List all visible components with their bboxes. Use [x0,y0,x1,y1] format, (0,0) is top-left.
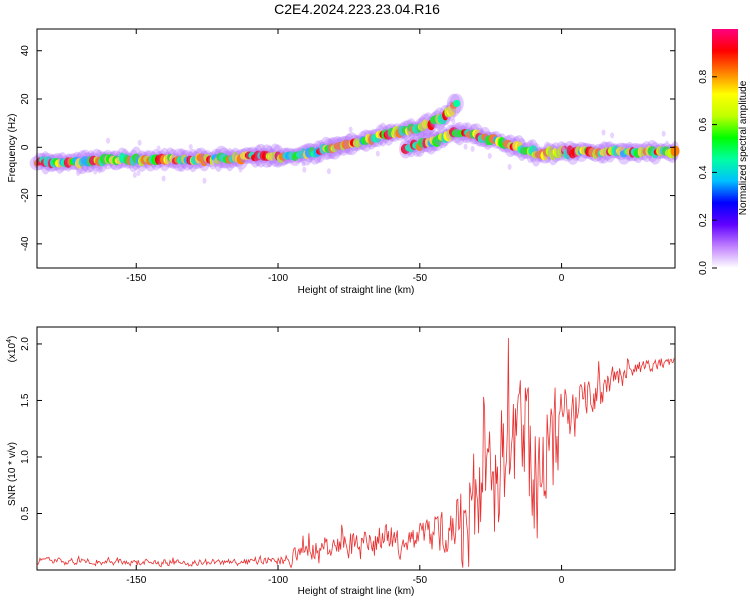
snr-y-label: SNR (10 * v/v) [7,442,18,506]
spectrogram-speck-0-33 [132,172,137,179]
spectrogram-speck-0-95 [302,166,307,173]
snr-x-tick-label-0: -150 [126,575,146,586]
spectrogram-x-tick-label-0: -150 [126,273,146,284]
spectrogram-y-label: Frequency (Hz) [7,114,18,183]
snr-y-axis: 0.5 1.0 1.5 2.0 [20,337,675,520]
colorbar-ticks: 0.0 0.2 0.4 0.6 0.8 [698,69,717,275]
spectrogram-y-tick-label-3: 20 [20,93,31,105]
figure-title: C2E4.2024.223.23.04.R16 [274,1,440,17]
colorbar-gradient [712,29,738,268]
spectrogram-x-tick-label-3: 0 [559,273,565,284]
spectrogram-speck-0-24 [106,137,111,144]
spectrogram-panel: -150 -100 -50 0 -40 -20 0 20 40 Height of strai… [7,28,680,296]
snr-frame [36,326,676,571]
snr-y-tick-label-1: 1.0 [20,450,31,464]
colorbar-tick-label-2: 0.4 [698,165,709,179]
svg-text:(x104): (x104) [6,336,18,363]
snr-scale-label: (x104) [6,336,18,363]
spectrogram-y-tick-label-0: -40 [20,236,31,251]
spectrogram-y-tick-label-2: 0 [20,144,31,150]
snr-x-label: Height of straight line (km) [298,586,415,597]
spectrogram-cell-0-148 [453,99,461,108]
spectrogram-speck-0-81 [267,161,272,168]
spectrogram-speck-0-94 [301,160,306,167]
spectrogram-y-tick-label-4: 40 [20,45,31,57]
spectrogram-speck-1-72 [610,132,615,139]
spectrogram-speck-0-34 [136,170,141,177]
spectrogram-y-tick-label-1: -20 [20,188,31,203]
spectrogram-speck-1-93 [664,140,669,147]
snr-y-tick-label-3: 2.0 [20,337,31,351]
spectrogram-x-axis: -150 -100 -50 0 [126,29,565,284]
colorbar-tick-label-1: 0.2 [698,213,709,227]
spectrogram-speck-1-24 [470,145,475,152]
spectrogram-speck-1-89 [661,130,666,137]
colorbar-label: Normalized spectral amplitude [738,80,749,215]
spectrogram-speck-0-16 [76,170,81,177]
colorbar: 0.0 0.2 0.4 0.6 0.8 Normalized spectral ampl… [698,29,749,275]
spectrogram-speck-0-109 [348,126,353,133]
spectrogram-speck-0-147 [451,118,456,125]
snr-x-axis: -150 -100 -50 0 [126,327,565,586]
snr-series-line [36,337,675,569]
spectrogram-speck-1-69 [601,129,606,136]
spectrogram-x-label: Height of straight line (km) [298,285,415,296]
snr-scale-exponent: 4 [6,339,13,343]
spectrogram-speck-0-38 [137,139,142,146]
snr-scale-prefix: (x10 [7,342,18,362]
colorbar-tick-label-3: 0.6 [698,117,709,131]
spectrogram-y-axis: -40 -20 0 20 40 [20,45,675,251]
spectrogram-speck-0-72 [238,166,243,173]
spectrogram-speck-0-43 [161,175,166,182]
spectrogram-speck-0-60 [202,177,207,184]
spectrogram-speck-0-54 [188,144,193,151]
snr-scale-suffix: ) [7,336,18,339]
spectrogram-speck-0-22 [93,168,98,175]
spectrogram-speck-0-135 [420,130,425,137]
spectrogram-heatmap [29,93,680,184]
snr-x-tick-label-2: -50 [413,575,428,586]
spectrogram-speck-1-35 [507,163,512,170]
snr-panel: -150 -100 -50 0 0.5 1.0 1.5 2.0 Height of stra… [6,326,676,597]
spectrogram-x-tick-label-1: -100 [268,273,288,284]
spectrogram-speck-1-22 [463,143,468,150]
spectrogram-frame [36,28,676,269]
snr-y-tick-label-2: 1.5 [20,393,31,407]
spectrogram-speck-0-121 [375,150,380,157]
snr-y-tick-label-0: 0.5 [20,506,31,520]
spectrogram-x-tick-label-2: -50 [413,273,428,284]
snr-x-tick-label-1: -100 [268,575,288,586]
spectrogram-speck-0-42 [156,145,161,152]
snr-x-tick-label-3: 0 [559,575,565,586]
spectrogram-speck-1-31 [487,152,492,159]
spectrogram-speck-0-103 [326,168,331,175]
colorbar-tick-label-4: 0.8 [698,69,709,83]
colorbar-tick-label-0: 0.0 [698,261,709,275]
spectrogram-speck-1-57 [561,145,566,152]
